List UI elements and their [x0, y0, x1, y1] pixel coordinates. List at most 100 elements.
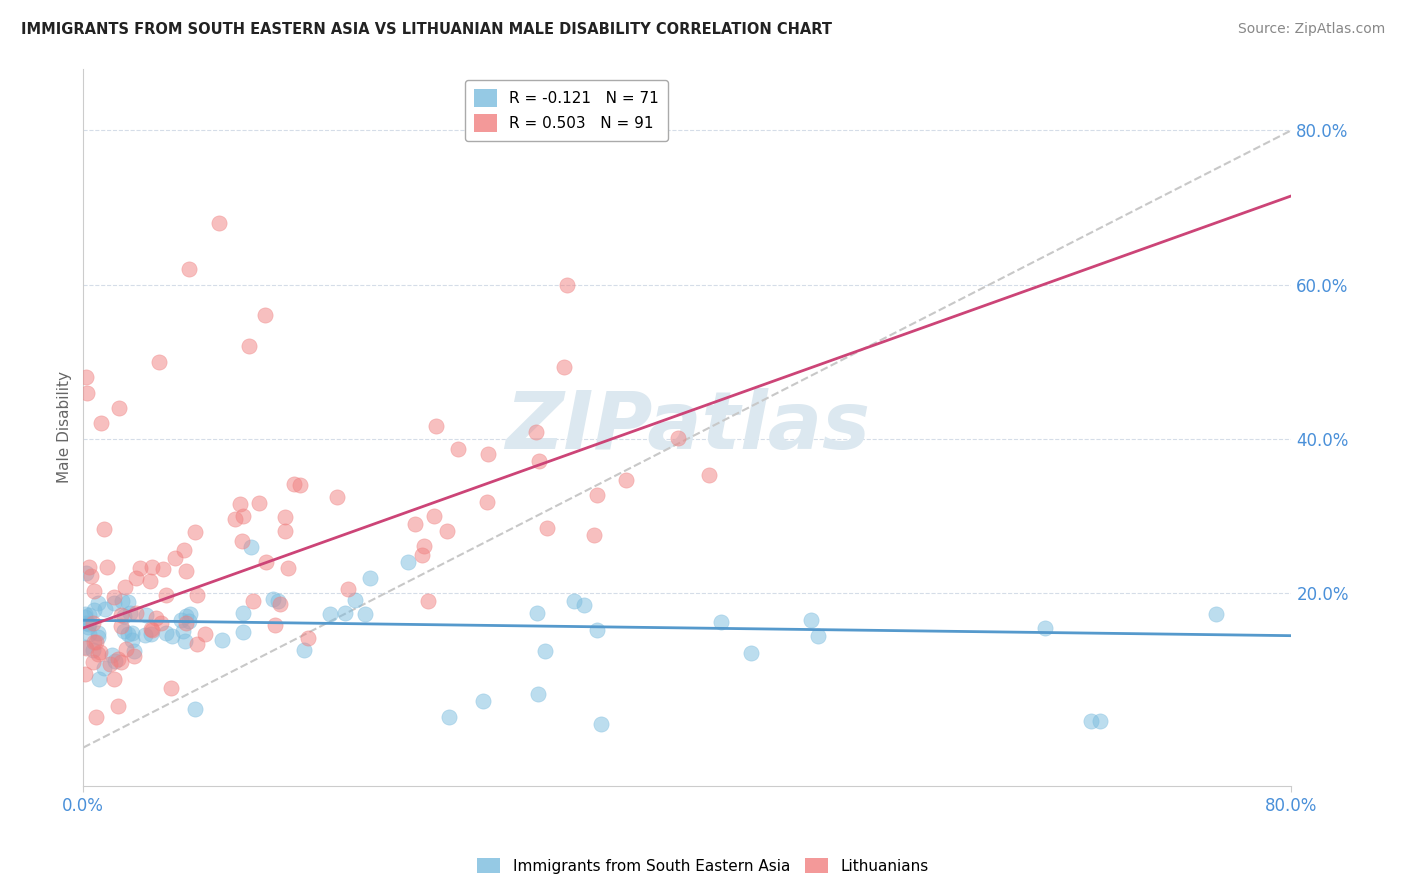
Point: [170, 613, 193, 627]
Point: [177, 615, 200, 629]
Point: [145, 610, 167, 624]
Point: [533, 644, 555, 658]
Point: [240, 540, 263, 554]
Point: [93, 661, 115, 675]
Point: [174, 564, 197, 578]
Point: [574, 598, 596, 612]
Point: [477, 447, 499, 461]
Point: [472, 694, 495, 708]
Point: [614, 473, 637, 487]
Point: [527, 687, 550, 701]
Legend: Immigrants from South Eastern Asia, Lithuanians: Immigrants from South Eastern Asia, Lith…: [471, 852, 935, 880]
Point: [242, 593, 264, 607]
Point: [125, 606, 148, 620]
Point: [591, 717, 613, 731]
Point: [83, 584, 105, 599]
Point: [83, 603, 105, 617]
Point: [122, 644, 145, 658]
Point: [79, 617, 101, 632]
Point: [172, 624, 194, 638]
Point: [86, 631, 108, 645]
Point: [103, 590, 125, 604]
Point: [86, 626, 108, 640]
Point: [101, 648, 124, 662]
Point: [75, 616, 97, 631]
Point: [475, 494, 498, 508]
Text: ZIPatlas: ZIPatlas: [505, 388, 870, 467]
Point: [179, 607, 201, 621]
Point: [110, 655, 132, 669]
Point: [173, 542, 195, 557]
Point: [149, 616, 172, 631]
Point: [297, 631, 319, 645]
Point: [336, 582, 359, 596]
Y-axis label: Male Disability: Male Disability: [58, 371, 72, 483]
Point: [125, 571, 148, 585]
Point: [269, 597, 291, 611]
Point: [141, 624, 163, 638]
Point: [152, 562, 174, 576]
Point: [77, 620, 100, 634]
Point: [263, 617, 285, 632]
Point: [177, 262, 200, 277]
Point: [107, 651, 129, 665]
Point: [277, 561, 299, 575]
Point: [73, 640, 96, 655]
Point: [139, 627, 162, 641]
Point: [1080, 714, 1102, 728]
Point: [110, 618, 132, 632]
Point: [121, 633, 143, 648]
Point: [524, 425, 547, 440]
Point: [343, 593, 366, 607]
Point: [100, 657, 122, 671]
Point: [114, 580, 136, 594]
Point: [319, 607, 342, 621]
Point: [211, 632, 233, 647]
Point: [553, 359, 575, 374]
Point: [359, 571, 381, 585]
Point: [411, 549, 433, 563]
Point: [107, 698, 129, 713]
Point: [79, 608, 101, 623]
Point: [134, 628, 156, 642]
Point: [111, 594, 134, 608]
Point: [1033, 621, 1056, 635]
Point: [103, 596, 125, 610]
Point: [262, 592, 284, 607]
Point: [231, 533, 253, 548]
Point: [413, 539, 436, 553]
Point: [423, 509, 446, 524]
Legend: R = -0.121   N = 71, R = 0.503   N = 91: R = -0.121 N = 71, R = 0.503 N = 91: [465, 79, 668, 141]
Point: [283, 477, 305, 491]
Point: [93, 522, 115, 536]
Point: [89, 645, 111, 659]
Point: [79, 568, 101, 582]
Point: [326, 490, 349, 504]
Point: [155, 626, 177, 640]
Point: [121, 625, 143, 640]
Point: [249, 496, 271, 510]
Point: [174, 609, 197, 624]
Point: [697, 467, 720, 482]
Point: [135, 607, 157, 622]
Point: [228, 497, 250, 511]
Point: [129, 560, 152, 574]
Point: [666, 431, 689, 445]
Point: [333, 606, 356, 620]
Point: [84, 635, 107, 649]
Point: [253, 309, 276, 323]
Point: [274, 524, 297, 539]
Point: [256, 555, 278, 569]
Point: [232, 509, 254, 524]
Point: [77, 627, 100, 641]
Point: [82, 615, 104, 630]
Point: [160, 681, 183, 696]
Point: [117, 627, 139, 641]
Point: [103, 673, 125, 687]
Point: [447, 442, 470, 456]
Point: [1205, 607, 1227, 622]
Point: [73, 610, 96, 624]
Point: [267, 594, 290, 608]
Point: [416, 594, 439, 608]
Point: [89, 672, 111, 686]
